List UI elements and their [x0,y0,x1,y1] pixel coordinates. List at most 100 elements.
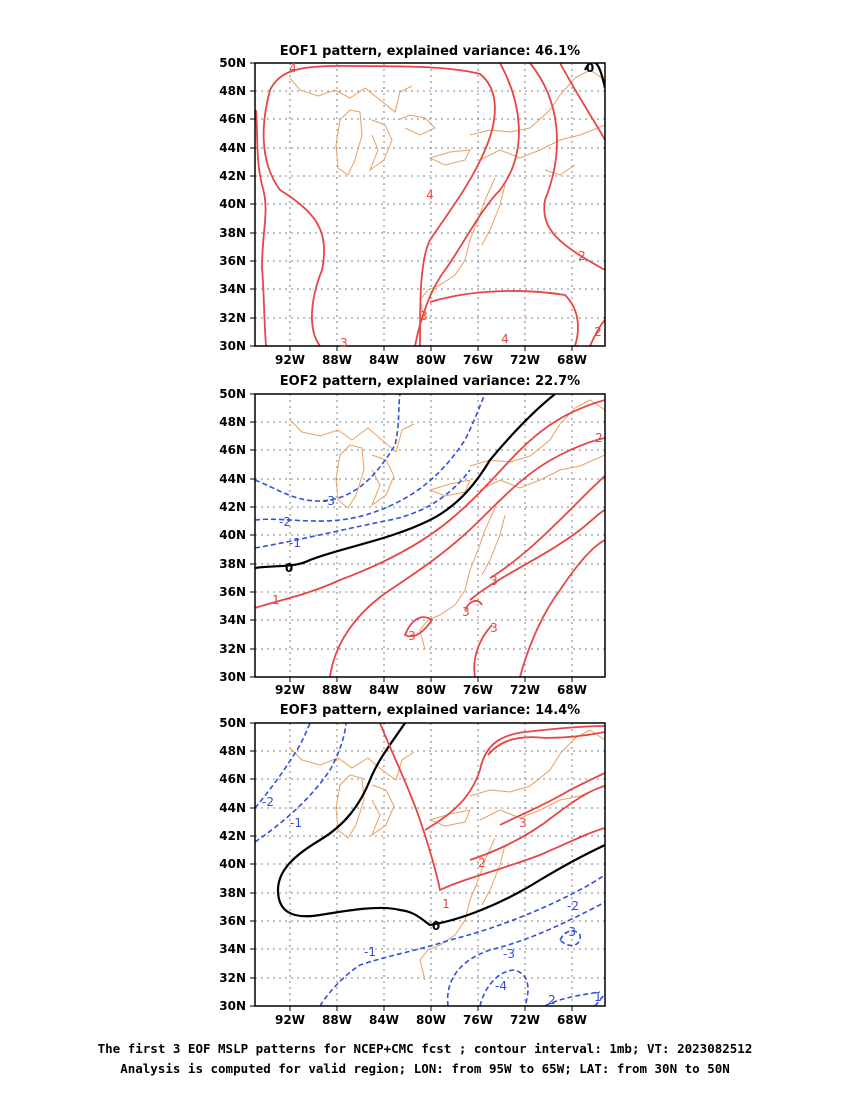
contour-label: 2 [578,249,586,263]
panel-2-zero-contours [255,394,556,570]
contour-label: -1 [290,816,302,830]
lon-label: 84W [369,353,399,367]
contour-label: 1 [442,897,450,911]
contour-label: -2 [567,899,579,913]
panel-2 [250,393,606,682]
lat-label: 42N [219,829,246,843]
contour-label: 4 [501,332,509,346]
lat-label: 32N [219,971,246,985]
contour-label: -3 [564,925,576,939]
lon-label: 68W [557,1013,587,1027]
panel-1 [250,62,606,351]
panel-1-positive-contours [255,63,605,346]
lat-label: 36N [219,585,246,599]
lat-label: 38N [219,226,246,240]
contour-label: 3 [490,621,498,635]
lat-label: 42N [219,500,246,514]
lon-label: 88W [322,353,352,367]
lat-label: 50N [219,387,246,401]
panel-3-negative-contours [255,723,605,1006]
contour-label: 3 [408,629,416,643]
lon-label: 84W [369,683,399,697]
lon-label: 88W [322,1013,352,1027]
eof-maps: 50N 48N 46N 44N 42N 40N 38N 36N 34N 32N … [219,56,606,1027]
contour-label: 4 [426,188,434,202]
contour-label: 3 [462,605,470,619]
lat-label: 50N [219,716,246,730]
lat-label: 48N [219,415,246,429]
lon-label: 80W [416,683,446,697]
lat-label: 44N [219,141,246,155]
lon-label: 72W [510,1013,540,1027]
contour-label: 2 [548,993,556,1007]
lon-label: 84W [369,1013,399,1027]
contour-label: 3 [420,309,428,323]
contour-label: 4 [289,61,297,75]
lat-label: 38N [219,886,246,900]
contour-label: 0 [285,561,293,575]
contour-label: 3 [340,336,348,350]
lon-label: 80W [416,353,446,367]
contour-label: 1 [594,990,602,1004]
panel-1-coastlines [289,69,605,321]
lon-label: 72W [510,683,540,697]
contour-label: 3 [519,816,527,830]
panel-3-coastlines [289,729,605,981]
contour-label: -2 [262,795,274,809]
lat-label: 48N [219,744,246,758]
panel-2-negative-contours [255,394,486,549]
lat-label: 46N [219,112,246,126]
lat-label: 40N [219,528,246,542]
lat-label: 46N [219,443,246,457]
lat-label: 42N [219,169,246,183]
contour-label: 2 [594,325,602,339]
lon-label: 76W [463,1013,493,1027]
lon-label: 76W [463,353,493,367]
panel-3-title: EOF3 pattern, explained variance: 14.4% [279,703,581,718]
lat-label: 30N [219,670,246,684]
lon-label: 80W [416,1013,446,1027]
lon-label: 72W [510,353,540,367]
lon-label: 92W [275,353,305,367]
caption-line-1: The first 3 EOF MSLP patterns for NCEP+C… [97,1041,753,1056]
contour-label: -2 [279,515,291,529]
lat-label: 32N [219,311,246,325]
lat-label: 48N [219,84,246,98]
lat-label: 36N [219,914,246,928]
lat-label: 32N [219,642,246,656]
contour-label: -1 [364,945,376,959]
lat-label: 30N [219,999,246,1013]
contour-label: 3 [490,574,498,588]
lat-label: 46N [219,772,246,786]
lat-label: 34N [219,613,246,627]
lat-label: 38N [219,557,246,571]
lat-label: 44N [219,801,246,815]
lat-label: 34N [219,942,246,956]
lat-label: 40N [219,857,246,871]
contour-label: 1 [272,593,280,607]
lat-label: 34N [219,282,246,296]
contour-label: -4 [495,979,507,993]
lat-label: 40N [219,197,246,211]
panel-2-title: EOF2 pattern, explained variance: 22.7% [279,374,581,389]
lat-label: 36N [219,254,246,268]
lon-label: 68W [557,353,587,367]
contour-label: -1 [289,536,301,550]
lat-label: 50N [219,56,246,70]
contour-label: -3 [323,494,335,508]
panel-3-positive-contours [379,723,605,892]
panel-3 [250,722,606,1011]
caption-line-2: Analysis is computed for valid region; L… [120,1061,730,1076]
lon-label: 68W [557,683,587,697]
panel-2-coastlines [289,399,605,651]
lon-label: 88W [322,683,352,697]
panel-3-zero-contours [276,723,605,927]
lon-label: 76W [463,683,493,697]
contour-label: 0 [586,61,594,75]
lon-label: 92W [275,683,305,697]
panel-1-title: EOF1 pattern, explained variance: 46.1% [279,44,581,59]
lat-label: 44N [219,472,246,486]
contour-label: 2 [595,431,603,445]
contour-label: -3 [503,947,515,961]
panel-2-positive-contours [255,399,605,677]
